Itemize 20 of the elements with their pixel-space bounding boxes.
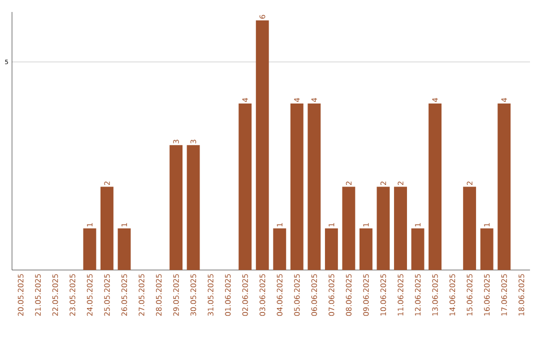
bar bbox=[100, 186, 114, 270]
bar bbox=[411, 228, 424, 270]
bar bbox=[428, 104, 442, 270]
bar bbox=[308, 104, 321, 270]
bar bbox=[238, 104, 252, 270]
bar bbox=[498, 104, 511, 270]
bar bbox=[342, 186, 356, 270]
bar bbox=[480, 228, 494, 270]
bar bbox=[394, 186, 407, 270]
bar bbox=[118, 228, 131, 270]
bar bbox=[170, 145, 183, 270]
bar bbox=[186, 145, 200, 270]
bar bbox=[290, 104, 304, 270]
bar bbox=[463, 186, 476, 270]
bar bbox=[376, 186, 390, 270]
bar bbox=[273, 228, 286, 270]
bar bbox=[83, 228, 96, 270]
bar bbox=[256, 20, 269, 270]
bar bbox=[360, 228, 372, 270]
bar bbox=[324, 228, 338, 270]
